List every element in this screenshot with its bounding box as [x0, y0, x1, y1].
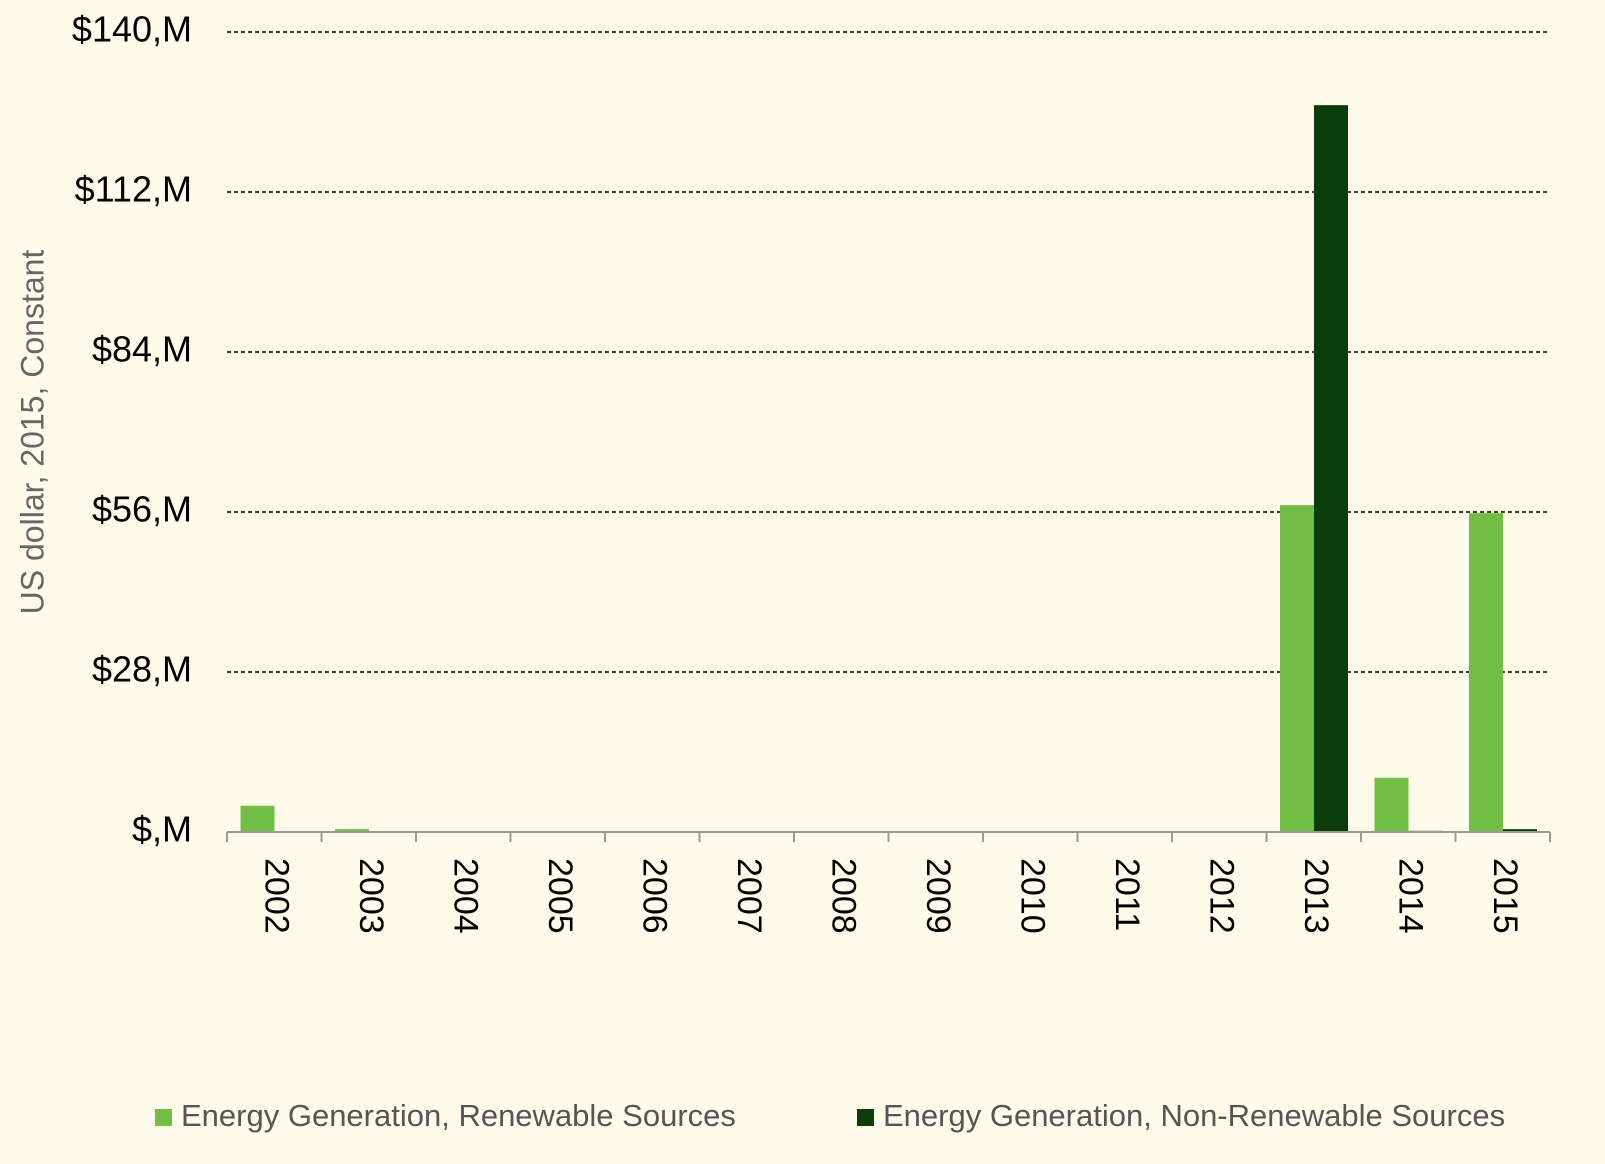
- y-tick-label: $,M: [132, 809, 192, 850]
- x-tick-label: 2006: [635, 858, 673, 934]
- x-tick-label: 2004: [446, 858, 484, 934]
- x-tick-label: 2014: [1391, 858, 1429, 934]
- bar: [1280, 505, 1314, 832]
- legend-label: Energy Generation, Renewable Sources: [181, 1098, 736, 1133]
- legend-swatch: [857, 1109, 874, 1126]
- x-tick-label: 2011: [1108, 858, 1146, 931]
- y-tick-label: $84,M: [92, 329, 192, 370]
- bar: [240, 805, 275, 832]
- bar: [1314, 105, 1348, 832]
- x-tick-label: 2015: [1486, 858, 1524, 934]
- x-tick-label: 2002: [257, 858, 295, 934]
- legend-swatch: [155, 1109, 172, 1126]
- y-tick-label: $112,M: [75, 169, 192, 210]
- bar: [1503, 829, 1537, 832]
- bar: [335, 829, 369, 832]
- y-tick-label: $56,M: [92, 489, 192, 530]
- bar: [1469, 513, 1503, 832]
- legend-label: Energy Generation, Non-Renewable Sources: [883, 1098, 1505, 1133]
- x-tick-label: 2010: [1013, 858, 1051, 934]
- x-tick-label: 2007: [730, 858, 768, 934]
- x-tick-label: 2005: [541, 858, 579, 934]
- bar: [1374, 777, 1409, 832]
- y-tick-label: $140,M: [72, 9, 192, 50]
- y-axis-label: US dollar, 2015, Constant: [14, 250, 50, 615]
- x-tick-label: 2012: [1202, 858, 1240, 934]
- x-tick-label: 2003: [352, 858, 390, 934]
- x-tick-label: 2009: [919, 858, 957, 934]
- x-tick-label: 2013: [1297, 858, 1335, 934]
- y-tick-label: $28,M: [92, 649, 192, 690]
- x-tick-label: 2008: [824, 858, 862, 934]
